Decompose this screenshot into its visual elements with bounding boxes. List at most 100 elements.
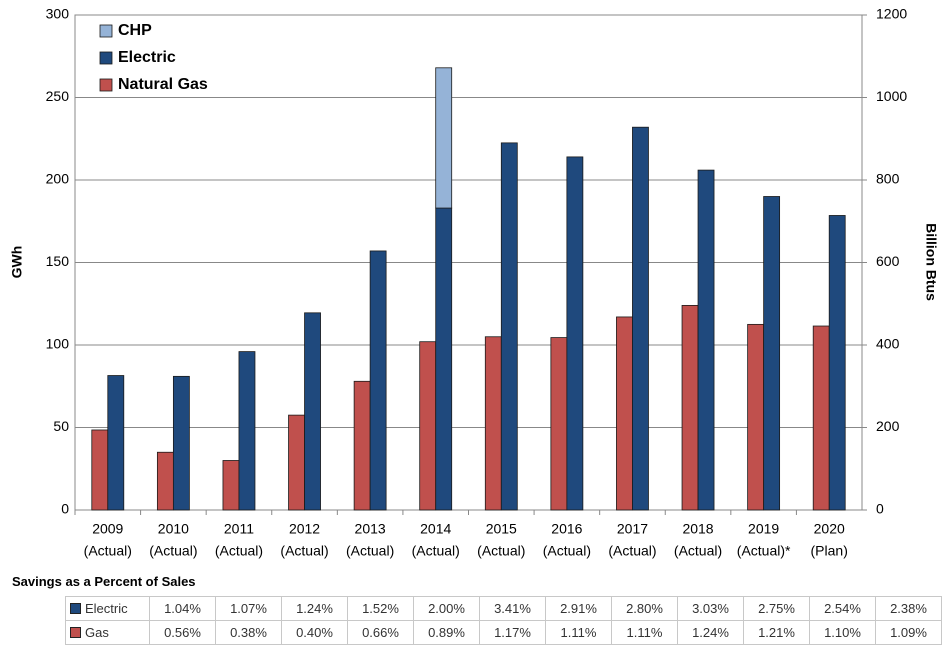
savings-table: Electric 1.04% 1.07% 1.24% 1.52% 2.00% 3.41% 2.… xyxy=(65,596,942,645)
bar xyxy=(812,325,830,511)
table-cell: 0.40% xyxy=(281,620,348,645)
bar xyxy=(566,156,584,511)
bar xyxy=(369,250,387,511)
bar xyxy=(435,67,453,209)
table-cell: 1.09% xyxy=(875,620,942,645)
bar xyxy=(435,207,453,511)
table-cell: 1.11% xyxy=(545,620,612,645)
row-label: Gas xyxy=(85,625,109,640)
legend-label: CHP xyxy=(118,22,152,39)
y-tick-label: 150 xyxy=(46,253,70,269)
table-cell: 1.21% xyxy=(743,620,810,645)
y-tick-label: 250 xyxy=(46,88,70,104)
x-tick-label: 2010 xyxy=(158,521,189,537)
x-tick-label: 2018 xyxy=(682,521,713,537)
table-cell: 1.17% xyxy=(479,620,546,645)
x-tick-note: (Actual) xyxy=(346,543,394,559)
table-cell: 0.38% xyxy=(215,620,282,645)
bar xyxy=(484,336,502,511)
x-tick-label: 2017 xyxy=(617,521,648,537)
bar xyxy=(747,323,765,511)
legend-swatch xyxy=(99,24,113,38)
y-axis-label: GWh xyxy=(9,246,25,279)
bar xyxy=(304,312,321,511)
x-tick-label: 2016 xyxy=(551,521,582,537)
table-title: Savings as a Percent of Sales xyxy=(12,574,196,589)
y2-tick-label: 0 xyxy=(876,501,884,517)
table-cell: 3.41% xyxy=(479,596,546,621)
bar xyxy=(697,169,715,511)
bar xyxy=(419,341,437,511)
table-cell: 2.38% xyxy=(875,596,942,621)
y2-tick-label: 600 xyxy=(876,253,900,269)
row-swatch xyxy=(70,627,81,638)
x-tick-label: 2020 xyxy=(814,521,845,537)
bar xyxy=(222,460,240,511)
bar xyxy=(616,316,633,511)
table-cell: 1.04% xyxy=(149,596,216,621)
x-tick-label: 2019 xyxy=(748,521,779,537)
bar xyxy=(156,451,174,511)
table-cell: 0.66% xyxy=(347,620,414,645)
x-tick-label: 2013 xyxy=(355,521,386,537)
y-tick-label: 0 xyxy=(61,501,69,517)
x-tick-note: (Actual) xyxy=(543,543,591,559)
legend-swatch xyxy=(99,78,113,92)
table-cell: 0.89% xyxy=(413,620,480,645)
bar xyxy=(238,351,256,511)
x-tick-note: (Actual) xyxy=(84,543,132,559)
table-row: Gas 0.56% 0.38% 0.40% 0.66% 0.89% 1.17% 1.11% 1.… xyxy=(65,620,942,645)
table-cell: 1.11% xyxy=(611,620,678,645)
x-tick-label: 2012 xyxy=(289,521,320,537)
chart: GWh Billion Btus 0 50 100 150 200 250 300 0 200 4… xyxy=(9,6,940,559)
row-label: Electric xyxy=(85,601,128,616)
bar xyxy=(763,196,781,511)
table-cell: 2.75% xyxy=(743,596,810,621)
x-tick-note: (Actual) xyxy=(280,543,328,559)
row-label-cell: Gas xyxy=(65,620,150,645)
x-tick-label: 2015 xyxy=(486,521,517,537)
y2-tick-label: 200 xyxy=(876,418,900,434)
bar xyxy=(550,337,568,511)
x-tick-note: (Actual) xyxy=(608,543,656,559)
table-cell: 3.03% xyxy=(677,596,744,621)
bar xyxy=(500,142,518,511)
bar xyxy=(288,414,305,511)
y2-tick-label: 1200 xyxy=(876,6,907,22)
bar xyxy=(632,126,649,511)
table-cell: 1.24% xyxy=(281,596,348,621)
bar xyxy=(91,429,109,511)
x-tick-note: (Plan) xyxy=(811,543,848,559)
table-row: Electric 1.04% 1.07% 1.24% 1.52% 2.00% 3.41% 2.… xyxy=(65,596,942,621)
y-tick-label: 50 xyxy=(53,418,69,434)
x-tick-note: (Actual) xyxy=(412,543,460,559)
x-tick-label: 2009 xyxy=(92,521,123,537)
table-cell: 2.54% xyxy=(809,596,876,621)
x-tick-note: (Actual) xyxy=(215,543,263,559)
x-tick-note: (Actual) xyxy=(674,543,722,559)
table-cell: 2.80% xyxy=(611,596,678,621)
table-cell: 2.91% xyxy=(545,596,612,621)
row-swatch xyxy=(70,603,81,614)
bar xyxy=(172,375,190,511)
table-cell: 1.52% xyxy=(347,596,414,621)
legend-label: Electric xyxy=(118,49,176,66)
legend-swatch xyxy=(99,51,113,65)
y2-axis-label: Billion Btus xyxy=(923,223,939,301)
bar xyxy=(353,380,371,511)
bar xyxy=(107,375,125,511)
table-cell: 0.56% xyxy=(149,620,216,645)
y2-tick-label: 800 xyxy=(876,171,900,187)
y-tick-label: 100 xyxy=(46,336,70,352)
table-cell: 1.24% xyxy=(677,620,744,645)
y-tick-label: 200 xyxy=(46,171,70,187)
bar xyxy=(828,215,846,511)
bar xyxy=(681,304,699,511)
table-cell: 1.10% xyxy=(809,620,876,645)
y2-tick-label: 1000 xyxy=(876,88,907,104)
table-cell: 1.07% xyxy=(215,596,282,621)
table-cell: 2.00% xyxy=(413,596,480,621)
y-tick-label: 300 xyxy=(46,6,70,22)
x-tick-note: (Actual)* xyxy=(737,543,791,559)
x-tick-note: (Actual) xyxy=(149,543,197,559)
